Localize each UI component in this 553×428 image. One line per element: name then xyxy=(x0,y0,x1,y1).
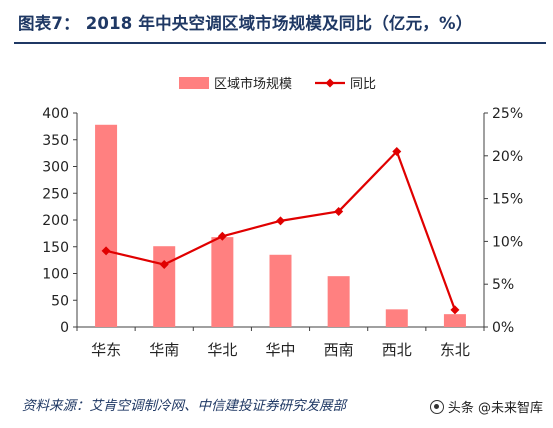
x-tick-label: 华南 xyxy=(149,341,179,359)
y-right-tick-label: 25% xyxy=(492,106,523,122)
legend-bar-swatch xyxy=(179,77,209,89)
bar-6 xyxy=(385,309,408,327)
x-tick-label: 华北 xyxy=(207,341,237,359)
growth-line xyxy=(101,147,460,315)
bar-3 xyxy=(211,237,234,327)
source-note: 资料来源：艾肯空调制冷网、中信建投证券研究发展部 xyxy=(22,398,346,414)
bar-7 xyxy=(443,314,466,327)
growth-point-4 xyxy=(276,216,285,226)
legend-line-label: 同比 xyxy=(350,77,376,92)
x-tick-label: 华中 xyxy=(265,341,295,359)
growth-point-2 xyxy=(159,260,169,270)
bar-2 xyxy=(153,246,176,327)
chart-title: 图表7： 2018 年中央空调区域市场规模及同比（亿元，%） xyxy=(18,14,473,33)
title-bar: 图表7： 2018 年中央空调区域市场规模及同比（亿元，%） xyxy=(0,0,553,46)
y-left-tick-label: 150 xyxy=(42,240,69,256)
y-right-tick-label: 10% xyxy=(492,234,523,250)
bar-4 xyxy=(269,254,292,327)
y-right-tick-label: 0% xyxy=(492,320,514,336)
x-tick-label: 东北 xyxy=(440,341,470,359)
y-left-tick-label: 300 xyxy=(42,160,69,176)
growth-point-3 xyxy=(217,231,227,241)
y-left-tick-label: 250 xyxy=(42,186,69,202)
y-right-tick-label: 15% xyxy=(492,192,523,208)
x-tick-label: 西南 xyxy=(324,341,354,359)
y-left-tick-label: 0 xyxy=(60,320,69,336)
x-tick-label: 华东 xyxy=(91,341,121,359)
watermark-logo-icon xyxy=(429,399,444,414)
y-left-tick-label: 100 xyxy=(42,267,69,283)
x-tick-label: 西北 xyxy=(382,341,412,359)
growth-point-7 xyxy=(450,305,460,315)
legend-bar-label: 区域市场规模 xyxy=(214,76,292,92)
growth-point-5 xyxy=(334,206,344,216)
legend: 区域市场规模 同比 xyxy=(179,76,376,92)
bar-5 xyxy=(327,276,350,327)
growth-point-1 xyxy=(101,246,111,256)
title-underline xyxy=(14,42,546,44)
bars xyxy=(95,124,466,328)
y-left-tick-label: 400 xyxy=(42,106,69,122)
watermark: 头条 @未来智库 xyxy=(429,397,543,416)
y-left-tick-label: 200 xyxy=(42,213,69,229)
legend-line-marker xyxy=(325,78,335,88)
axes: 0 50 100 150 200 250 300 350 400 0% 5% 10% 15% 20% 25%… xyxy=(42,106,523,359)
y-left-tick-label: 50 xyxy=(51,293,69,309)
y-right-tick-label: 5% xyxy=(492,277,514,293)
y-right-tick-label: 20% xyxy=(492,149,523,165)
watermark-text: 头条 @未来智库 xyxy=(447,401,543,416)
bar-1 xyxy=(95,124,118,328)
growth-point-6 xyxy=(392,147,402,157)
y-left-tick-label: 350 xyxy=(42,133,69,149)
